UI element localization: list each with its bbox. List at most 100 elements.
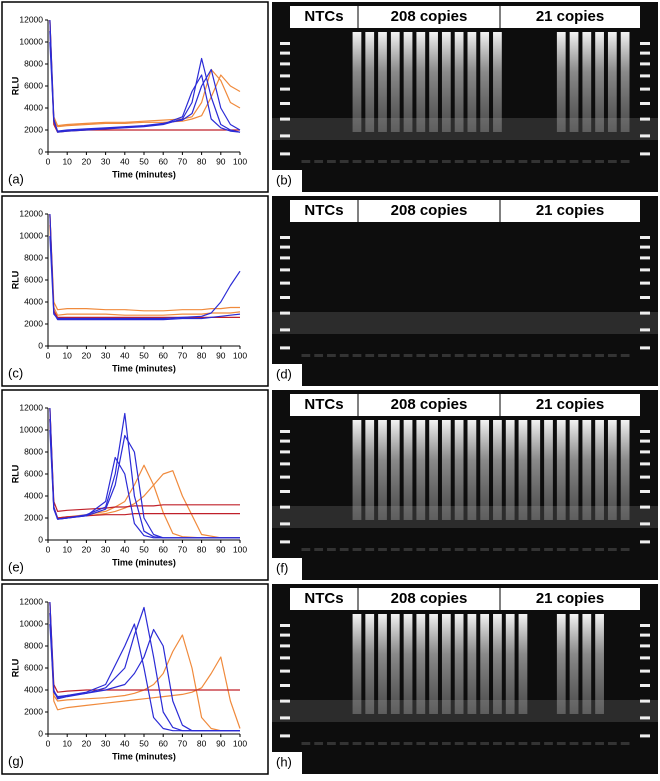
ladder-band xyxy=(640,624,650,627)
panel-label: (e) xyxy=(8,559,24,574)
lane-dim xyxy=(441,548,451,551)
ladder-band xyxy=(280,328,290,332)
ladder-band xyxy=(640,430,650,433)
gel-header-label: 21 copies xyxy=(536,8,604,25)
y-axis-title: RLU xyxy=(10,271,20,290)
ladder-band xyxy=(280,699,290,703)
lane xyxy=(441,614,451,714)
ladder-band xyxy=(280,102,290,105)
lane xyxy=(480,420,490,520)
ladder-band xyxy=(280,633,290,637)
lane-dim xyxy=(403,548,413,551)
ladder-band xyxy=(280,430,290,433)
lane xyxy=(493,614,502,714)
ladder-band xyxy=(640,328,650,332)
ladder-band xyxy=(640,684,650,687)
lane-dim xyxy=(544,742,553,745)
lane-dim xyxy=(556,354,566,357)
gel-header-label: NTCs xyxy=(304,590,343,607)
ladder-band xyxy=(640,462,650,466)
ladder-band xyxy=(280,439,290,443)
lane-dim xyxy=(301,354,311,357)
lane-dim xyxy=(505,548,515,551)
lane-dim xyxy=(607,354,617,357)
gel-header xyxy=(290,6,640,28)
ladder-band xyxy=(280,669,290,673)
lane-dim xyxy=(390,548,400,551)
ladder-band xyxy=(280,684,290,687)
gel-header-label: 208 copies xyxy=(391,202,468,219)
x-tick-label: 60 xyxy=(158,350,168,360)
curve xyxy=(49,213,240,312)
ladder-band xyxy=(280,624,290,627)
lane xyxy=(480,614,490,714)
x-tick-label: 10 xyxy=(62,738,72,748)
ladder-band xyxy=(280,42,290,45)
ladder-band xyxy=(280,716,290,720)
lane-dim xyxy=(352,548,362,551)
lane xyxy=(390,420,400,520)
lane-dim xyxy=(403,354,413,357)
panel-label: (g) xyxy=(8,753,24,768)
x-tick-label: 40 xyxy=(120,738,130,748)
lane-dim xyxy=(544,354,553,357)
lane xyxy=(518,420,528,520)
lane-dim xyxy=(582,160,592,163)
lane-dim xyxy=(365,354,375,357)
lane-dim xyxy=(556,160,566,163)
y-tick-label: 10000 xyxy=(19,36,43,46)
lane-dim xyxy=(365,742,375,745)
y-tick-label: 8000 xyxy=(24,640,43,650)
x-tick-label: 80 xyxy=(197,156,207,166)
lane-dim xyxy=(378,742,387,745)
curve xyxy=(49,418,240,519)
lane xyxy=(416,32,426,132)
ladder-band xyxy=(640,540,650,544)
lane xyxy=(493,32,502,132)
lane xyxy=(556,420,566,520)
x-axis-title: Time (minutes) xyxy=(112,751,176,761)
lane-dim xyxy=(569,160,579,163)
lane-dim xyxy=(314,354,324,357)
x-axis-title: Time (minutes) xyxy=(112,169,176,179)
lane-dim xyxy=(505,354,515,357)
y-axis-title: RLU xyxy=(10,465,20,484)
y-tick-label: 6000 xyxy=(24,662,43,672)
ladder-band xyxy=(280,296,290,299)
lane-dim xyxy=(582,548,592,551)
y-axis-title: RLU xyxy=(10,659,20,678)
lane-dim xyxy=(454,160,464,163)
x-tick-label: 50 xyxy=(139,156,149,166)
curve xyxy=(49,612,241,729)
primer-band xyxy=(272,312,658,334)
ladder-band xyxy=(280,152,290,156)
panel-label: (f) xyxy=(276,560,288,575)
gel xyxy=(272,390,658,580)
y-tick-label: 4000 xyxy=(24,296,43,306)
lane-dim xyxy=(301,548,311,551)
lane xyxy=(441,32,451,132)
ladder-band xyxy=(280,245,290,249)
lane-dim xyxy=(569,548,579,551)
panel-frame xyxy=(1,195,269,387)
lane xyxy=(429,32,438,132)
ladder-band xyxy=(640,346,650,350)
x-tick-label: 60 xyxy=(158,544,168,554)
lane-dim xyxy=(620,354,630,357)
lane-dim xyxy=(416,548,426,551)
panel-label: (h) xyxy=(276,754,292,769)
lane-dim xyxy=(327,160,336,163)
gel-header-label: 208 copies xyxy=(391,8,468,25)
lane xyxy=(390,32,400,132)
lane-dim xyxy=(352,354,362,357)
x-tick-label: 20 xyxy=(82,544,92,554)
y-tick-label: 10000 xyxy=(19,618,43,628)
curve xyxy=(49,601,240,693)
ladder-band xyxy=(640,134,650,138)
lane-dim xyxy=(595,548,604,551)
lane-dim xyxy=(595,742,604,745)
lane-dim xyxy=(403,160,413,163)
x-axis-title: Time (minutes) xyxy=(112,557,176,567)
ladder-band xyxy=(640,74,650,78)
